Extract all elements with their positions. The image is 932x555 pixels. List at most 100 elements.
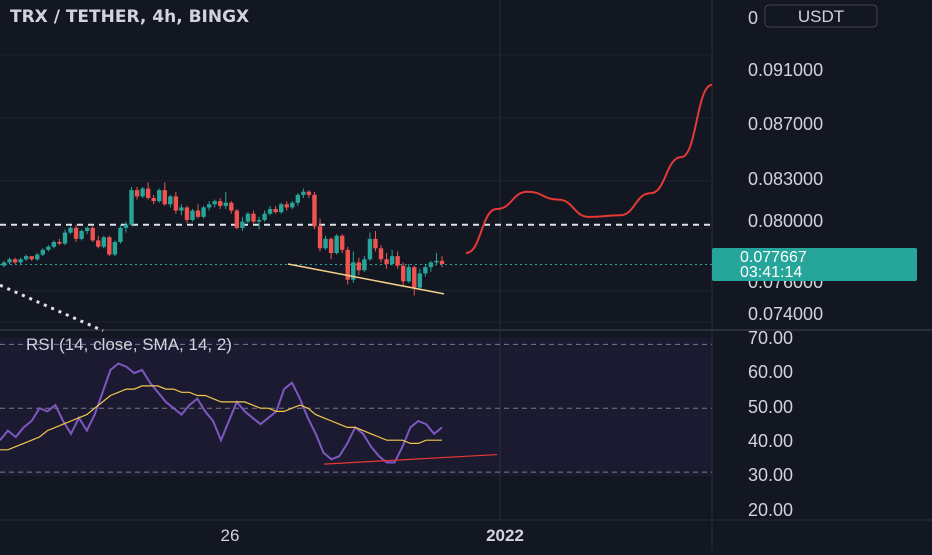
chart-title: TRX / TETHER, 4h, BINGX [10, 7, 249, 27]
candle-body [262, 213, 267, 220]
candle-body [406, 267, 411, 282]
price-tick-top-partial: 0 [748, 8, 758, 28]
dotted-trendline [0, 283, 104, 333]
candle-body [118, 227, 123, 242]
current-price-label: 0.077667 [740, 249, 807, 266]
candle-body [345, 249, 350, 280]
candle-body [256, 220, 262, 222]
candle-body [179, 207, 184, 211]
candle-body [328, 238, 334, 253]
candle-body [79, 231, 84, 239]
rsi-tick: 60.00 [748, 362, 793, 382]
candle-body [206, 204, 212, 208]
candle-body [290, 202, 295, 208]
currency-badge[interactable] [764, 4, 878, 28]
rsi-tick: 20.00 [748, 500, 793, 520]
candle-body [145, 188, 151, 198]
rsi-label: RSI (14, close, SMA, 14, 2) [26, 335, 232, 354]
rsi-tick: 40.00 [748, 431, 793, 451]
price-axis[interactable]: 0.091000 0.087000 0.083000 0.080000 0.07… [748, 60, 823, 324]
candles [1, 182, 445, 296]
candle-body [162, 190, 167, 205]
time-tick-year: 2022 [486, 526, 524, 545]
candle-body [301, 191, 306, 195]
candle-body [428, 262, 434, 268]
candle-body [35, 254, 40, 260]
candle-body [279, 204, 284, 213]
candle-body [18, 259, 23, 263]
candle-body [96, 240, 101, 247]
candle-body [362, 259, 367, 271]
support-trendline-segment [287, 263, 445, 295]
rsi-tick: 70.00 [748, 328, 793, 348]
projection-path [465, 83, 713, 254]
rsi-lines [0, 343, 712, 473]
candle-body [201, 207, 206, 217]
candle-body [107, 237, 112, 255]
candle-body [190, 210, 195, 220]
candle-body [184, 207, 190, 220]
candle-body [73, 227, 79, 239]
candle-body [151, 198, 156, 202]
candle-body [90, 227, 95, 241]
price-tick: 0.080000 [748, 211, 823, 231]
candle-body [234, 210, 240, 228]
candle-body [229, 202, 234, 211]
countdown-label: 03:41:14 [740, 264, 802, 281]
candle-body [245, 213, 251, 222]
candle-body [400, 265, 406, 282]
candle-body [129, 190, 134, 225]
current-price-badge [712, 248, 917, 281]
candle-body [7, 259, 12, 263]
support-trendline [287, 263, 445, 295]
candle-body [218, 201, 223, 206]
candle-body [123, 224, 129, 228]
rsi-line [0, 362, 443, 464]
rsi-sma-line [0, 385, 442, 451]
time-tick: 26 [221, 526, 240, 545]
candle-body [223, 202, 228, 206]
projection-curve [465, 83, 713, 254]
rsi-axis[interactable]: 70.00 60.00 50.00 40.00 30.00 20.00 [748, 328, 793, 520]
candle-body [384, 259, 389, 264]
candle-body [412, 267, 417, 288]
candle-body [140, 188, 145, 197]
price-tick: 0.074000 [748, 304, 823, 324]
candle-body [251, 213, 256, 222]
candle-body [212, 201, 217, 205]
candle-body [351, 262, 356, 280]
candle-body [173, 196, 179, 211]
candle-body [306, 191, 312, 195]
candle-body [417, 273, 423, 288]
candle-body [40, 249, 46, 255]
candle-body [378, 248, 384, 260]
candle-body [284, 204, 289, 208]
candle-body [340, 235, 345, 250]
price-tick: 0.083000 [748, 169, 823, 189]
candle-body [23, 256, 29, 260]
dotted-trendline-segment [0, 283, 104, 333]
candle-body [157, 190, 162, 202]
rsi-trendline [323, 453, 498, 465]
candle-body [84, 227, 90, 231]
candle-body [323, 238, 328, 249]
candle-body [317, 226, 323, 249]
candle-body [62, 232, 68, 244]
price-tick: 0.087000 [748, 114, 823, 134]
currency-badge-label: USDT [798, 7, 844, 26]
rsi-tick: 50.00 [748, 397, 793, 417]
price-levels [0, 223, 712, 265]
candle-body [356, 262, 362, 271]
rsi-band [0, 338, 712, 476]
rsi-tick: 30.00 [748, 465, 793, 485]
candle-body [68, 227, 73, 233]
candle-body [57, 242, 62, 244]
price-tick: 0.091000 [748, 60, 823, 80]
candle-body [434, 260, 439, 263]
candle-body [12, 259, 18, 263]
candle-body [423, 267, 428, 274]
candle-body [29, 256, 34, 260]
candle-body [51, 242, 57, 247]
